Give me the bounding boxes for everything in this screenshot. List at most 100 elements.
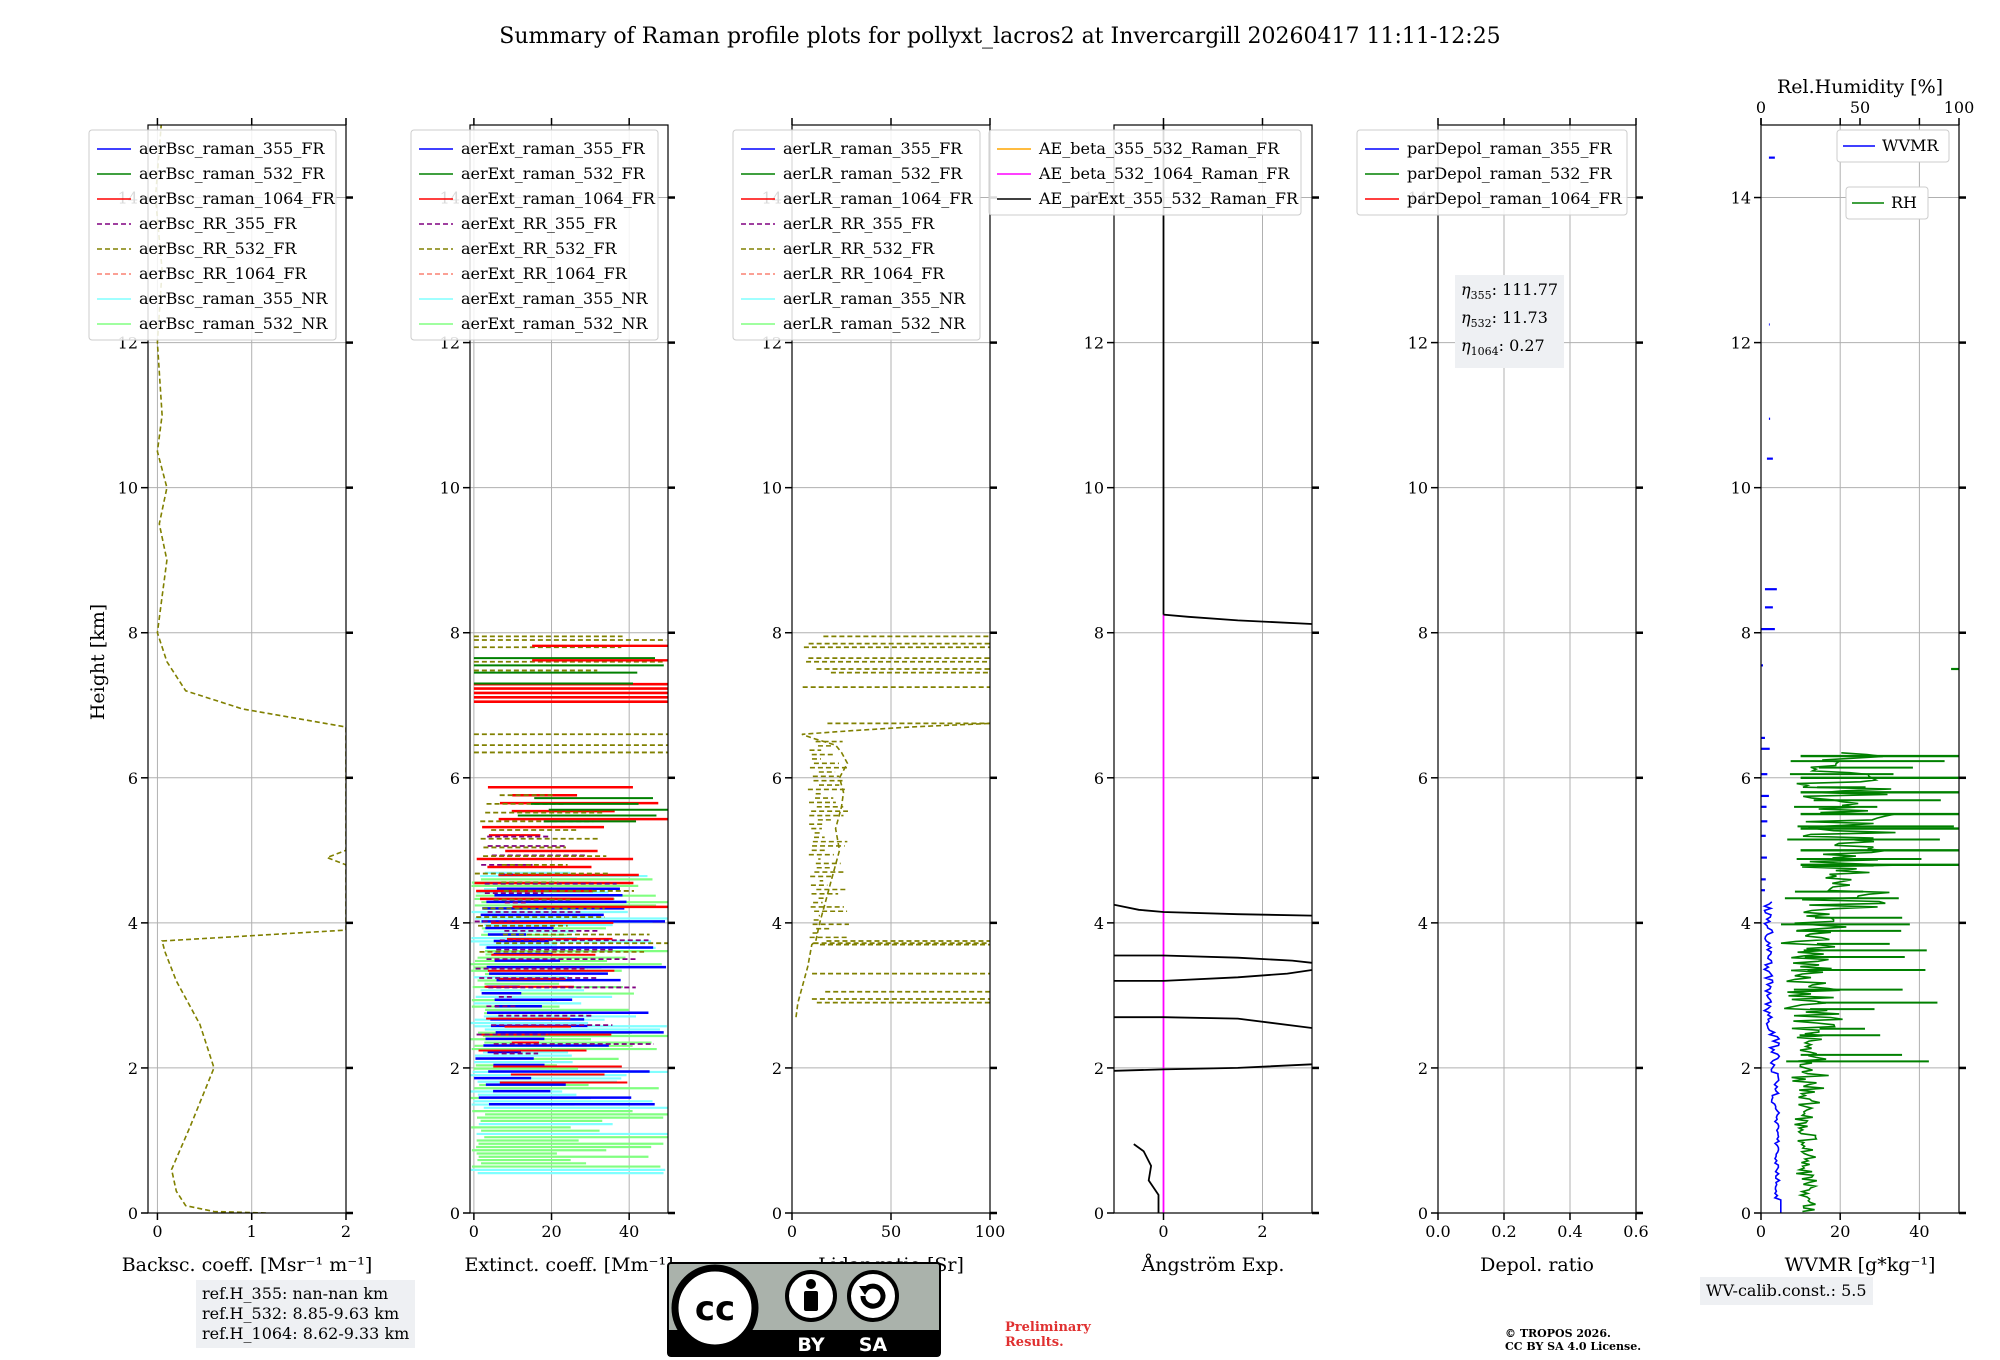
legend-ae: AE_beta_355_532_Raman_FR AE_beta_532_1064… [988, 129, 1302, 216]
legend-box [1836, 129, 1950, 163]
rh-line [1780, 752, 1896, 1213]
top-x-tick-label: 50 [1850, 98, 1870, 117]
y-tick-label: 6 [772, 769, 782, 788]
ae-curve [1163, 613, 1312, 625]
y-tick-label: 12 [1731, 334, 1751, 353]
share-alike-icon [847, 1270, 899, 1322]
y-tick-label: 4 [1094, 914, 1104, 933]
data-area-bsc [154, 125, 346, 1213]
y-tick-label: 0 [128, 1204, 138, 1223]
legend-label: AE_beta_532_1064_Raman_FR [1038, 164, 1290, 183]
x-tick-label: 0.6 [1623, 1222, 1648, 1241]
axes-frame [1760, 124, 1960, 1214]
cc-by-sa-license-badge: cc BY SA [667, 1262, 941, 1357]
y-tick-label: 4 [772, 914, 782, 933]
y-tick-label: 12 [1408, 334, 1428, 353]
y-tick-label: 4 [450, 914, 460, 933]
y-tick-label: 10 [1084, 479, 1104, 498]
top-x-tick-label: 100 [1944, 98, 1975, 117]
x-tick-label: 40 [1909, 1222, 1929, 1241]
x-tick-label: 1 [247, 1222, 257, 1241]
y-tick-label: 8 [772, 624, 782, 643]
legend-label: parDepol_raman_355_FR [1407, 139, 1613, 158]
x-tick-label: 0 [152, 1222, 162, 1241]
x-axis-label: Extinct. coeff. [Mm⁻¹] [464, 1254, 673, 1276]
y-tick-label: 4 [1741, 914, 1751, 933]
y-tick-label: 2 [128, 1059, 138, 1078]
ref-height-532: ref.H_532: 8.85-9.63 km [202, 1304, 400, 1323]
x-axis-label: Backsc. coeff. [Msr⁻¹ m⁻¹] [122, 1254, 373, 1276]
x-tick-label: 0 [787, 1222, 797, 1241]
ae-curve [1114, 954, 1312, 964]
x-tick-label: 2 [341, 1222, 351, 1241]
panel-bsc: 02468101214012Backsc. coeff. [Msr⁻¹ m⁻¹]… [88, 118, 373, 1276]
legend-label: AE_parExt_355_532_Raman_FR [1038, 189, 1299, 208]
legend-bsc: aerBsc_raman_355_FR aerBsc_raman_532_FRae… [88, 129, 337, 341]
legend-label: aerExt_raman_355_FR [461, 139, 646, 158]
x-tick-label: 0.0 [1425, 1222, 1450, 1241]
y-tick-label: 8 [1741, 624, 1751, 643]
legend-label: aerLR_RR_532_FR [783, 239, 935, 258]
y-tick-label: 4 [1418, 914, 1428, 933]
ae-curve [1114, 903, 1312, 917]
preliminary-note: Preliminary Results. [1005, 1320, 1091, 1350]
ae-curve [1114, 1063, 1312, 1072]
legend-label: aerLR_raman_532_FR [783, 164, 963, 183]
x-axis-label: WVMR [g*kg⁻¹] [1785, 1254, 1936, 1276]
ae-curve [1114, 969, 1312, 982]
ref-height-355: ref.H_355: nan-nan km [202, 1284, 389, 1303]
x-tick-label: 20 [541, 1222, 561, 1241]
legend-box [732, 129, 981, 341]
y-tick-label: 12 [1084, 334, 1104, 353]
y-tick-label: 6 [1418, 769, 1428, 788]
y-tick-label: 6 [1741, 769, 1751, 788]
y-tick-label: 8 [1094, 624, 1104, 643]
legend-label: aerBsc_raman_532_FR [139, 164, 325, 183]
series-line [154, 125, 346, 1213]
legend-box [988, 129, 1302, 216]
data-area-wv [1761, 156, 1959, 1213]
legend-label: RH [1891, 193, 1917, 212]
data-area-ext [470, 635, 668, 1175]
top-x-axis-label: Rel.Humidity [%] [1777, 76, 1943, 98]
ref-height-1064: ref.H_1064: 8.62-9.33 km [202, 1324, 410, 1343]
axes-frame [147, 124, 347, 1214]
legend-lr: aerLR_raman_355_FR aerLR_raman_532_FR aerL… [732, 129, 981, 341]
legend-label: aerExt_raman_1064_FR [461, 189, 656, 208]
legend-label: aerExt_raman_355_NR [461, 289, 649, 308]
legend-label: aerBsc_raman_1064_FR [139, 189, 336, 208]
y-tick-label: 0 [1741, 1204, 1751, 1223]
y-tick-label: 6 [128, 769, 138, 788]
legend-label: aerBsc_raman_532_NR [139, 314, 328, 333]
axes-frame [469, 124, 669, 1214]
legend-label: aerBsc_RR_532_FR [139, 239, 297, 258]
x-tick-label: 0 [1756, 1222, 1766, 1241]
y-tick-label: 10 [1731, 479, 1751, 498]
eta-532: η532: 11.73 [1461, 308, 1548, 331]
panel-lr: 02468101214050100Lidar ratio [Sr]aerLR_r… [732, 118, 1005, 1276]
svg-text:cc: cc [695, 1289, 735, 1329]
legend-label: aerExt_raman_532_FR [461, 164, 646, 183]
legend-label: aerLR_raman_532_NR [783, 314, 966, 333]
legend-label: aerLR_raman_355_NR [783, 289, 966, 308]
legend-label: aerBsc_raman_355_FR [139, 139, 325, 158]
x-tick-label: 20 [1830, 1222, 1850, 1241]
x-tick-label: 40 [619, 1222, 639, 1241]
legend-label: aerLR_RR_355_FR [783, 214, 935, 233]
legend-label: aerBsc_raman_355_NR [139, 289, 328, 308]
badge-sa: SA [859, 1334, 888, 1356]
legend-label: aerExt_RR_1064_FR [461, 264, 628, 283]
legend-label: aerBsc_RR_355_FR [139, 214, 297, 233]
wv-calibration-text: WV-calib.const.: 5.5 [1706, 1281, 1867, 1300]
legend-label: AE_beta_355_532_Raman_FR [1038, 139, 1280, 158]
x-tick-label: 0.4 [1557, 1222, 1582, 1241]
legend-label: aerLR_raman_1064_FR [783, 189, 973, 208]
x-tick-label: 0 [469, 1222, 479, 1241]
reference-height-box: ref.H_355: nan-nan km ref.H_532: 8.85-9.… [196, 1280, 416, 1348]
x-tick-label: 2 [1257, 1222, 1267, 1241]
y-tick-label: 0 [772, 1204, 782, 1223]
y-tick-label: 0 [1094, 1204, 1104, 1223]
y-tick-label: 10 [762, 479, 782, 498]
legend-label: aerLR_raman_355_FR [783, 139, 963, 158]
